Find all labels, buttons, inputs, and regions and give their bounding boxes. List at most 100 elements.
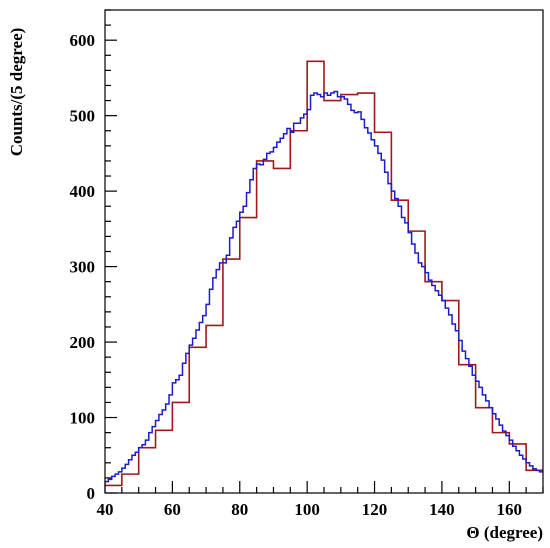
series-2-bin [536,469,539,471]
x-tick-label: 140 [429,500,455,519]
series-2-bin [533,468,536,470]
y-tick-label: 0 [87,484,96,503]
series-2-bin [428,279,431,281]
x-tick-label: 40 [97,500,114,519]
series-2-bin [176,379,179,381]
x-tick-label: 80 [231,500,248,519]
series-layer [105,60,543,487]
series-2-bin [439,294,442,296]
series-2-bin [401,217,404,219]
series-1-bin [509,443,526,445]
series-2-bin [311,94,314,96]
series-1-bin [341,94,358,96]
y-tick-label: 100 [70,409,96,428]
series-2-bin [209,288,212,290]
series-2-bin [395,198,398,200]
series-2-line [105,90,543,483]
series-2-bin [115,473,118,475]
series-2-bin [405,222,408,224]
series-2-bin [472,374,475,376]
series-2-bin [253,167,256,169]
series-2-bin [469,365,472,367]
series-2-bin [489,407,492,409]
series-2-bin [391,190,394,192]
axis-ticks [104,9,544,494]
series-2-bin [375,145,378,147]
series-2-bin [196,329,199,331]
series-1-bin [273,167,290,169]
series-2-bin [509,439,512,441]
series-2-bin [351,109,354,111]
series-2-bin [435,290,438,292]
series-1-bin [172,401,189,403]
series-2-bin [112,475,115,477]
series-1-bin [156,429,173,431]
x-tick-label: 160 [497,500,523,519]
series-2-bin [166,403,169,405]
series-2-bin [280,137,283,139]
series-2-bin [250,179,253,181]
series-2-bin [125,463,128,465]
series-1-bin [492,432,509,434]
tick-labels: 40 60 80 100 120 140 160 0 100 200 300 400 500 600 [70,31,523,519]
series-2-bin [284,133,287,135]
series-2-bin [361,118,364,120]
series-2-bin [243,205,246,207]
series-2-bin [415,252,418,254]
plot-frame [104,9,544,494]
series-2-bin [290,131,293,133]
series-2-bin [486,400,489,402]
series-1-bin [307,60,324,62]
series-2-bin [513,445,516,447]
series-2-bin [273,146,276,148]
series-2-bin [324,92,327,94]
series-2-bin [149,432,152,434]
series-1-bin [459,364,476,366]
series-2-bin [516,450,519,452]
series-2-bin [334,91,337,93]
series-1-bin [240,217,257,219]
series-2-bin [287,127,290,129]
series-2-bin [152,426,155,428]
series-2-bin [364,127,367,129]
series-1-bin [189,346,206,348]
series-2-bin [449,314,452,316]
series-1-bin [223,258,240,260]
series-1-line [105,60,543,487]
series-2-bin [499,424,502,426]
series-2-bin [139,447,142,449]
series-2-bin [260,164,263,166]
series-2-bin [455,330,458,332]
series-2-bin [193,337,196,339]
series-2-bin [506,435,509,437]
series-2-bin [226,254,229,256]
series-2-bin [432,284,435,286]
series-2-bin [257,163,260,165]
series-2-bin [129,459,132,461]
x-tick-label: 100 [294,500,320,519]
series-2-bin [482,394,485,396]
series-2-bin [294,122,297,124]
series-2-bin [186,352,189,354]
series-2-bin [156,420,159,422]
series-1-bin [206,324,223,326]
series-2-bin [445,307,448,309]
series-2-bin [321,96,324,98]
series-2-bin [142,444,145,446]
series-2-bin [408,232,411,234]
series-2-bin [503,430,506,432]
series-2-bin [425,272,428,274]
series-2-bin [331,92,334,94]
series-2-bin [297,122,300,124]
series-2-bin [304,113,307,115]
series-2-bin [496,418,499,420]
series-2-bin [220,262,223,264]
series-2-bin [189,344,192,346]
series-2-bin [233,226,236,228]
series-2-bin [230,237,233,239]
series-2-bin [240,211,243,213]
series-2-bin [398,205,401,207]
series-2-bin [314,92,317,94]
series-2-bin [459,340,462,342]
x-tick-label: 120 [362,500,388,519]
